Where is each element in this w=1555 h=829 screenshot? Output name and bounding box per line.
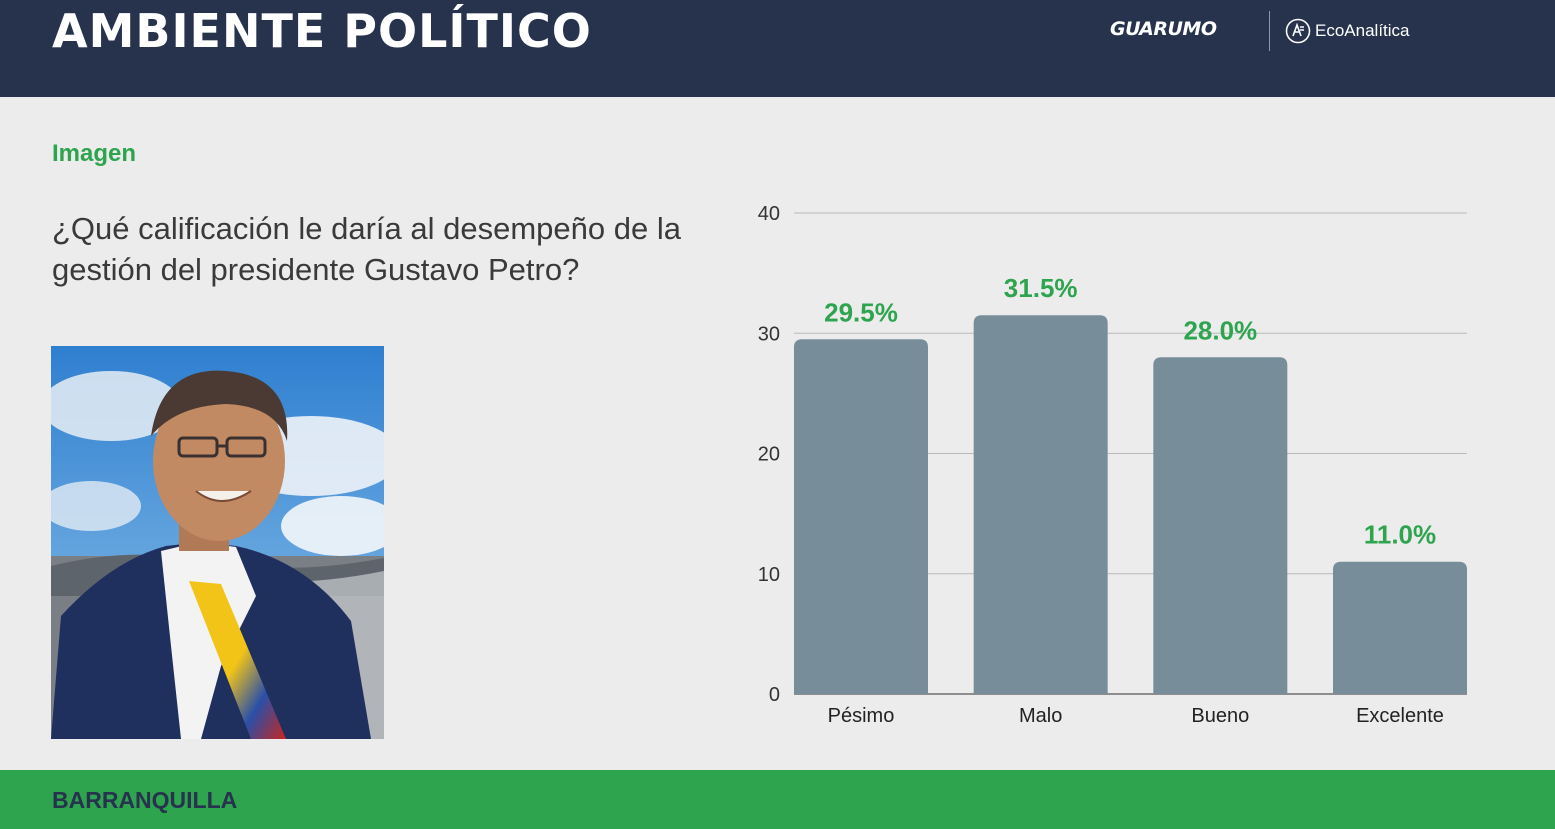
x-tick-label: Excelente — [1356, 705, 1444, 727]
ecoanalitica-logo-text: EcoAnalítica — [1315, 21, 1410, 40]
x-tick-label: Bueno — [1191, 705, 1249, 727]
y-tick-label: 30 — [758, 323, 780, 345]
data-label: 29.5% — [824, 297, 898, 327]
rating-bar-chart: 0 10 20 30 40 29.5% 31.5% 28.0% 11.0% Pésimo Mal… — [758, 203, 1467, 727]
ecoanalitica-logo: EcoAnalítica — [1285, 16, 1410, 46]
chart-y-axis: 0 10 20 30 40 — [758, 203, 780, 706]
bar-malo — [973, 315, 1108, 694]
survey-question: ¿Qué calificación le daría al desempeño … — [52, 211, 681, 287]
chart-x-axis: Pésimo Malo Bueno Excelente — [828, 705, 1444, 727]
data-label: 31.5% — [1004, 273, 1078, 303]
page-title: AMBIENTE POLÍTICO — [52, 4, 592, 58]
bar-excelente — [1333, 561, 1467, 694]
y-tick-label: 10 — [758, 564, 780, 586]
portrait-image — [51, 346, 384, 739]
y-tick-label: 20 — [758, 444, 780, 466]
bar-bueno — [1153, 357, 1288, 694]
guarumo-logo: GUARUMO — [1110, 18, 1217, 40]
header-bar: AMBIENTE POLÍTICO GUARUMO EcoAnalítica — [0, 0, 1555, 97]
logo-divider — [1269, 11, 1270, 51]
data-label: 11.0% — [1364, 520, 1436, 550]
y-tick-label: 0 — [769, 684, 780, 706]
data-label: 28.0% — [1183, 315, 1257, 345]
section-label: Imagen — [52, 140, 137, 167]
chart-bars — [794, 315, 1467, 694]
footer-bar: BARRANQUILLA — [0, 770, 1555, 829]
x-tick-label: Malo — [1019, 705, 1062, 727]
y-tick-label: 40 — [758, 203, 780, 225]
chart-data-labels: 29.5% 31.5% 28.0% 11.0% — [824, 273, 1436, 550]
x-tick-label: Pésimo — [828, 705, 895, 727]
president-portrait — [51, 346, 384, 739]
city-label: BARRANQUILLA — [52, 787, 238, 813]
ecoanalitica-emblem-icon — [1285, 18, 1311, 44]
bar-pésimo — [794, 339, 928, 694]
